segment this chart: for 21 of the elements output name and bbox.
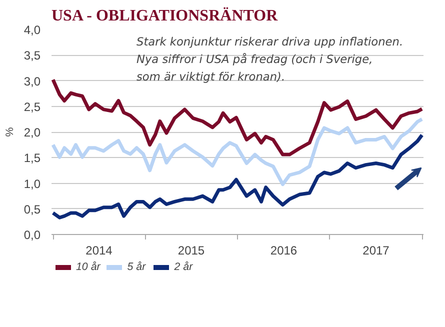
x-tick-label: 2014 [86,244,113,258]
y-tick-label: 3,0 [24,74,41,88]
y-tick-label: 4,0 [24,23,41,37]
legend-label: 2 år [174,261,194,273]
x-tick-label: 2016 [270,244,298,258]
y-tick-label: 3,5 [24,48,41,63]
x-tick-label: 2017 [362,244,390,258]
legend-label: 10 år [76,261,100,273]
y-tick-label: 2,5 [24,100,41,114]
y-axis-title: % [4,126,16,137]
line-series [52,117,424,186]
legend-label: 5 år [127,261,147,273]
line-series [52,133,424,220]
y-tick-label: 1,5 [24,151,41,166]
y-tick-label: 1,0 [24,176,41,191]
annotation: Stark konjunktur riskerar driva upp inflationen. Nya siffror i USA på fredag (och i Sverige, som är viktigt för kronan). [136,34,404,84]
chart-title: USA - OBLIGATIONSRÄNTOR [52,6,278,24]
y-tick-label: 0,0 [24,228,41,242]
y-tick-label: 0,5 [24,202,41,216]
x-tick-label: 2015 [178,244,205,258]
y-tick-label: 2,0 [24,126,41,140]
